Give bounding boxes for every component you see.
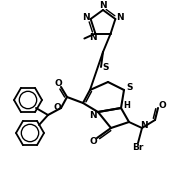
Text: N: N xyxy=(90,33,97,42)
Text: N: N xyxy=(117,13,124,22)
Text: N: N xyxy=(82,13,89,22)
Text: N: N xyxy=(89,110,97,119)
Text: O: O xyxy=(53,104,61,113)
Text: Br: Br xyxy=(132,142,144,151)
Text: O: O xyxy=(54,79,62,89)
Text: O: O xyxy=(158,102,166,110)
Text: S: S xyxy=(127,83,133,92)
Text: O: O xyxy=(89,136,97,146)
Text: S: S xyxy=(103,62,109,71)
Text: H: H xyxy=(123,100,130,110)
Text: N: N xyxy=(99,1,107,10)
Text: N: N xyxy=(140,121,148,129)
